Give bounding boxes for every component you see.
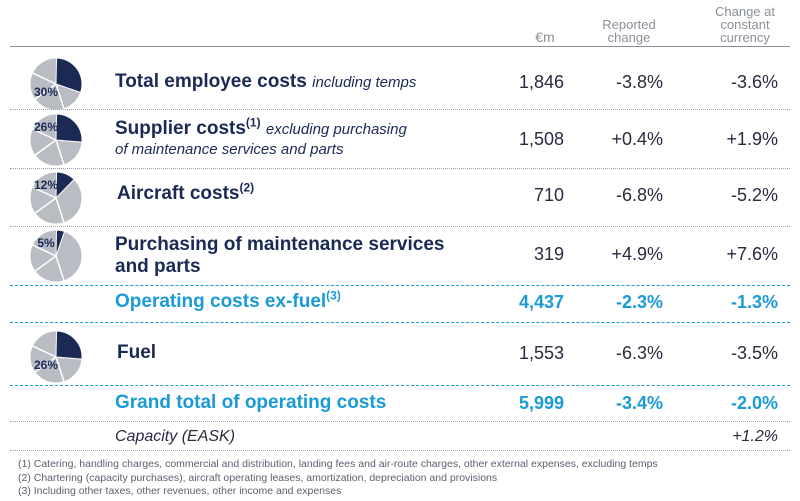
row-label-main: Supplier costs [115,118,246,139]
pie-divider [55,83,65,109]
col-header-reported: Reported change [602,17,656,45]
reported-aircraft: -6.8% [615,185,663,205]
reported-fuel: -6.3% [615,343,663,363]
row-label-main: Fuel [117,342,157,363]
pie-chart-aircraft: 12% [28,170,84,226]
subtotal-rule-top [10,285,790,286]
row-label-fuel: Fuel [117,342,156,364]
row-label-supplier: Supplier costs(1) excluding purchasing o… [115,115,407,164]
pie-chart-fuel: 26% [28,329,84,385]
pie-divider [34,356,57,373]
row-divider [10,421,790,422]
row-label-italic: including temps [312,74,417,91]
pie-divider [32,345,57,358]
row-label-italic: excluding purchasing [265,121,407,138]
pie-slice-highlight [55,229,66,257]
pie-divider [32,72,57,85]
header-rule [10,46,790,47]
footnote-1: (1) Catering, handling charges, commerci… [18,458,658,470]
pie-chart-maintenance: 5% [28,228,84,284]
constant-total: -2.0% [730,393,778,413]
pie-divider [32,128,57,141]
footnotes: (1) Catering, handling charges, commerci… [18,458,658,499]
value-aircraft: 710 [533,185,564,205]
footnote-3: (3) Including other taxes, other revenue… [18,485,342,497]
subtotal-label: Operating costs ex-fuel(3) [115,288,341,313]
pie-divider [34,197,57,214]
subtotal-rule-bottom [10,322,790,323]
pie-percent-label: 12% [34,178,58,192]
value-maintenance: 319 [533,244,564,264]
pie-slice-highlight [55,171,75,200]
total-label: Grand total of operating costs [115,392,386,414]
row-label-main: Total employee costs [115,71,307,92]
subtotal-label-text: Operating costs ex-fuel [115,291,327,312]
row-divider [10,226,790,227]
pie-chart-supplier: 26% [28,112,84,168]
row-divider [10,168,790,169]
col-header-constant: Change at constant currency [715,4,775,45]
pie-divider [34,83,57,100]
pie-percent-label: 5% [37,236,55,250]
pie-divider [55,255,65,281]
reported-subtotal: -2.3% [615,292,663,312]
pie-divider [32,186,57,199]
row-label-maintenance: Purchasing of maintenance services and p… [115,234,444,278]
value-employee: 1,846 [518,72,564,92]
reported-supplier: +0.4% [611,129,663,149]
pie-divider [55,356,65,382]
pie-slice-highlight [55,57,83,94]
constant-employee: -3.6% [730,72,778,92]
footnote-ref: (1) [245,115,261,130]
footnote-2: (2) Chartering (capacity purchases), air… [18,471,498,484]
pie-slice-highlight [55,113,83,143]
pie-percent-label: 26% [34,120,58,134]
row-label-main-2: and parts [115,256,201,277]
col-header-eur: €m [535,29,555,45]
value-total: 5,999 [518,393,564,413]
row-label-aircraft: Aircraft costs(2) [117,180,255,205]
pie-percent-label: 26% [34,358,58,372]
constant-maintenance: +7.6% [726,244,778,264]
footnote-ref: (3) [326,288,341,303]
value-fuel: 1,553 [518,343,564,363]
row-label-main: Purchasing of maintenance services [115,234,445,255]
pie-divider [34,139,57,156]
row-divider [10,450,790,451]
pie-divider [55,139,65,165]
capacity-label: Capacity (EASK) [115,428,236,445]
reported-employee: -3.8% [615,72,663,92]
reported-maintenance: +4.9% [611,244,663,264]
row-label-italic-2: of maintenance services and parts [115,141,344,158]
capacity-value: +1.2% [732,428,778,445]
row-divider [10,109,790,110]
pie-divider [32,244,57,257]
total-rule-top [10,385,790,386]
pie-slice-highlight [55,330,83,360]
row-label-employee: Total employee costs including temps [115,71,416,94]
value-supplier: 1,508 [518,129,564,149]
footnote-ref: (2) [239,180,255,195]
pie-percent-label: 30% [34,85,58,99]
value-subtotal: 4,437 [518,292,564,312]
constant-fuel: -3.5% [730,343,778,363]
constant-aircraft: -5.2% [730,185,778,205]
reported-total: -3.4% [615,393,663,413]
pie-divider [55,197,65,223]
row-label-main: Aircraft costs [117,183,240,204]
constant-subtotal: -1.3% [730,292,778,312]
pie-chart-employee: 30% [28,56,84,112]
constant-supplier: +1.9% [726,129,778,149]
pie-divider [34,255,57,272]
total-label-text: Grand total of operating costs [115,392,387,413]
